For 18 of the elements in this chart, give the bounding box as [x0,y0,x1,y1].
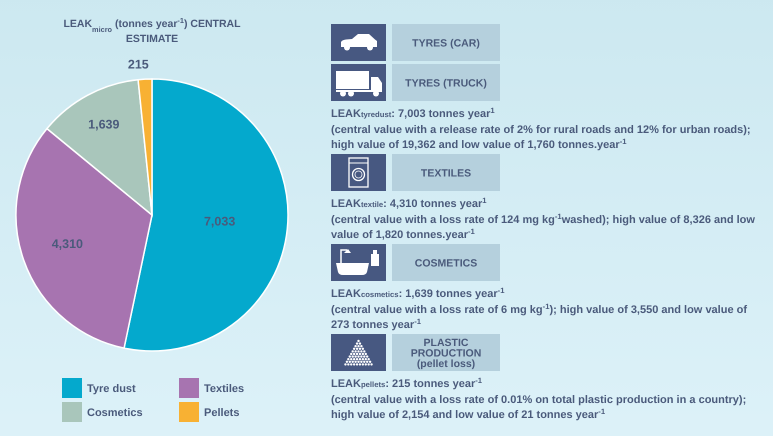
legend-label: Tyre dust [87,382,136,395]
text: PLASTIC PRODUCTION (pellet loss) [410,336,482,370]
legend-label: Cosmetics [87,406,143,419]
text: (central value with a release rate of 2% for rural roads and 12% for urban roads); high value of 19,362 and low value of 1,760 tonnes.year$^{-1}$ [331,124,751,151]
text: (central value with a loss rate of 0.01% on total plastic production in a country); high value of 2,154 and low value of 21 tonnes year$^{-1}$ [331,394,746,421]
text: TYRES (TRUCK) [405,77,487,90]
text: COSMETICS [414,257,478,270]
text: (central value with a loss rate of 6 mg kg$^{-1}$); high value of 3,550 and low value of 273 tonnes year$^{-1}$ [331,302,748,331]
data-label: 4,310 [52,237,84,252]
text: TYRES (CAR) [412,37,480,50]
data-label: 1,639 [88,117,120,132]
legend-label: Pellets [204,406,240,419]
data-label: 7,033 [204,214,236,228]
chart-title: LEAK$_{micro}$ (tonnes year$^{-1}$) CENTRAL ESTIMATE [63,16,242,45]
text: TEXTILES [420,167,472,180]
data-label: 215 [128,57,149,72]
text: (central value with a loss rate of 124 mg kg$^{-1}$washed); high value of 8,326 and low value of 1,820 tonnes.year$^{-1}$ [331,212,755,241]
legend-label: Textiles [204,382,244,395]
